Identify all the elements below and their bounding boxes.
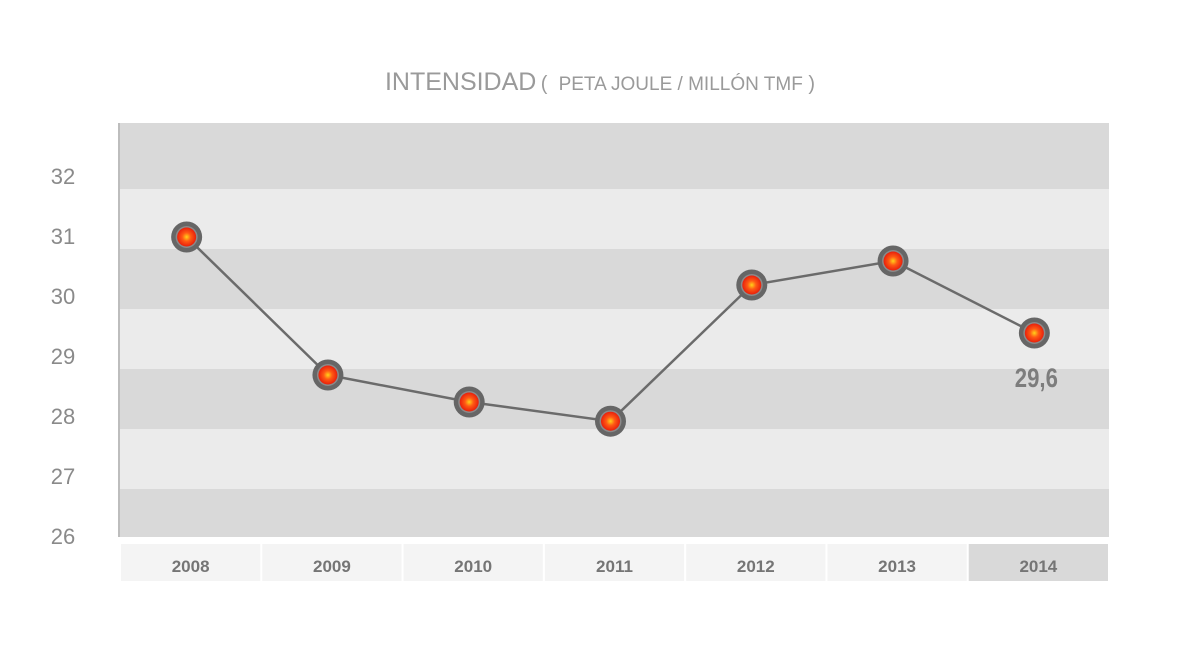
data-point: [595, 405, 626, 437]
data-point: [453, 386, 485, 418]
y-tick-label: 26: [51, 524, 75, 549]
x-tick-label: 2009: [313, 557, 351, 576]
data-point: [877, 245, 909, 277]
open-paren: (: [540, 73, 559, 95]
chart-unit: PETA JOULE / MILLÓN TMF: [558, 74, 803, 95]
x-tick-label: 2012: [737, 557, 775, 576]
x-category-box: [121, 544, 261, 581]
grid-bands: [120, 123, 1109, 537]
x-category-boxes: 2008 2009 2010 2011 2012 2013 2014: [121, 544, 1108, 581]
close-paren: ): [802, 73, 816, 95]
x-category-box: [544, 544, 685, 581]
y-tick-label: 30: [51, 284, 75, 309]
y-tick-label: 27: [51, 464, 75, 489]
y-tick-label: 29: [51, 344, 75, 369]
x-tick-label: 2013: [878, 557, 916, 576]
grid-band: [120, 489, 1109, 537]
x-category-box: [403, 544, 543, 581]
y-tick-label: 31: [51, 224, 75, 249]
series-points: [171, 221, 1050, 437]
x-category-box: [968, 544, 1108, 581]
grid-band: [120, 249, 1109, 309]
data-point: [736, 269, 768, 301]
grid-band: [120, 123, 1109, 189]
y-tick-labels: 32 31 30 29 28 27 26: [51, 164, 75, 549]
chart-title-text: INTENSIDAD: [384, 68, 537, 96]
x-category-box: [686, 544, 826, 581]
grid-band: [120, 309, 1109, 369]
x-tick-label: 2008: [172, 557, 210, 576]
grid-band: [120, 189, 1109, 249]
data-point: [1018, 317, 1050, 349]
x-tick-label: 2011: [596, 557, 633, 576]
x-tick-label: 2010: [454, 557, 492, 576]
y-tick-label: 28: [51, 404, 75, 429]
chart-title: INTENSIDAD ( PETA JOULE / MILLÓN TMF ): [0, 68, 1200, 97]
data-point: [312, 359, 344, 391]
x-tick-label: 2014: [1019, 557, 1057, 576]
x-category-box: [827, 544, 967, 581]
grid-band: [120, 429, 1109, 489]
highlight-value-label: 29,6: [1015, 364, 1058, 394]
data-point: [171, 221, 203, 253]
x-category-box: [262, 544, 402, 581]
y-tick-label: 32: [51, 164, 75, 189]
